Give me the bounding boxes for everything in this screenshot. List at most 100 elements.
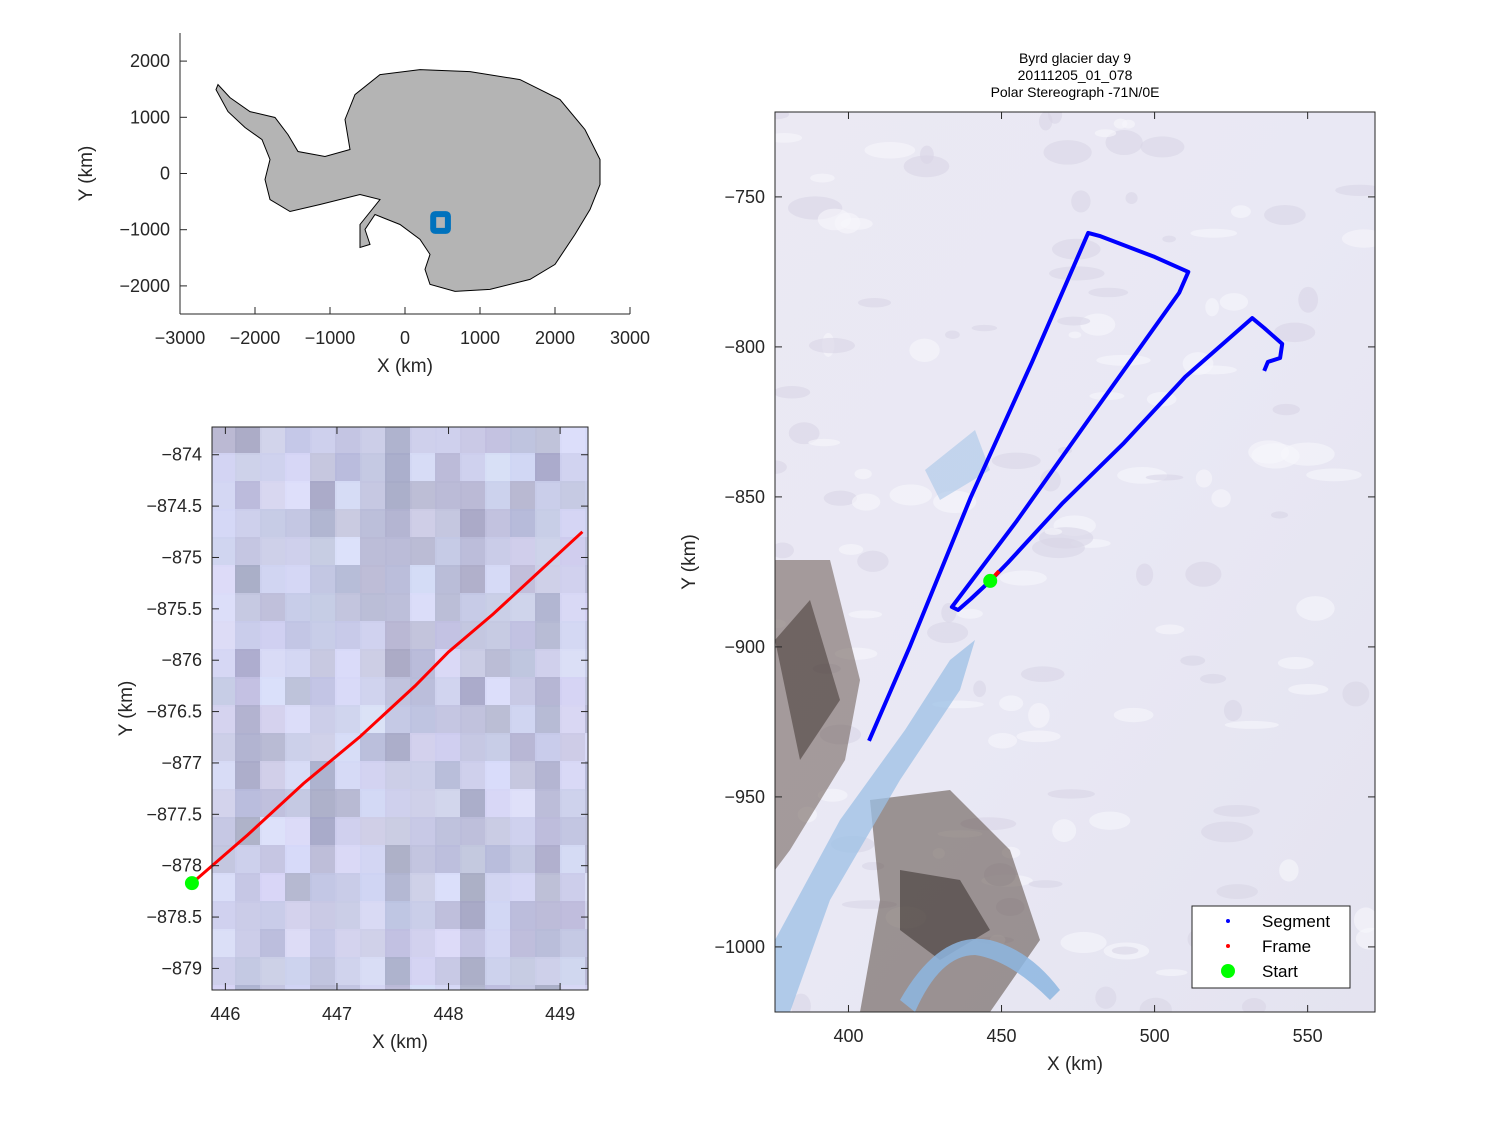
imagery-tile	[585, 593, 588, 623]
imagery-tile	[212, 817, 237, 847]
imagery-tile	[485, 733, 512, 763]
imagery-tile	[360, 621, 387, 651]
snow-texture	[1162, 235, 1176, 243]
imagery-tile	[535, 901, 562, 931]
imagery-tile	[560, 985, 587, 990]
imagery-tile	[535, 509, 562, 539]
snow-texture	[1088, 287, 1129, 298]
imagery-tile	[285, 845, 312, 875]
imagery-tile	[510, 929, 537, 959]
glacier-flow	[775, 640, 975, 1012]
imagery-tile	[560, 845, 587, 875]
imagery-tile	[235, 901, 262, 931]
snow-texture	[1080, 313, 1116, 336]
imagery-tile	[385, 873, 412, 903]
imagery-tile	[260, 453, 287, 483]
snow-texture	[775, 112, 790, 120]
snow-texture	[1096, 354, 1151, 366]
imagery-tile	[360, 929, 387, 959]
antarctica-landmass	[215, 69, 601, 292]
imagery-tile	[285, 509, 312, 539]
snow-texture	[1057, 316, 1091, 326]
imagery-tile	[360, 427, 387, 455]
imagery-tile	[410, 453, 437, 483]
imagery-tile	[285, 929, 312, 959]
imagery-tile	[535, 957, 562, 987]
imagery-tile	[385, 929, 412, 959]
imagery-tile	[235, 789, 262, 819]
imagery-tile	[460, 427, 487, 455]
snow-texture	[971, 324, 998, 332]
imagery-tile	[260, 649, 287, 679]
imagery-tile	[385, 957, 412, 987]
imagery-tile	[510, 845, 537, 875]
imagery-tile	[235, 985, 262, 990]
snow-texture	[903, 155, 950, 178]
imagery-tile	[285, 677, 312, 707]
x-tick-label: 449	[545, 1004, 575, 1024]
imagery-tile	[460, 957, 487, 987]
imagery-tile	[260, 537, 287, 567]
imagery-tile	[335, 817, 362, 847]
y-tick-label: −1000	[714, 937, 765, 957]
imagery-tile	[285, 537, 312, 567]
imagery-tile	[560, 453, 587, 483]
snow-texture	[1105, 130, 1143, 156]
imagery-tile	[585, 621, 588, 651]
snow-texture	[1190, 228, 1238, 238]
overview-map-axes: −3000 −2000 −1000 0 1000 2000 3000 −2000 −1000 0 1…	[76, 33, 650, 377]
imagery-tile	[460, 481, 487, 511]
snow-texture	[1248, 440, 1290, 464]
snow-texture	[1040, 469, 1061, 492]
imagery-tile	[212, 565, 237, 595]
imagery-tile	[485, 649, 512, 679]
imagery-tile	[385, 845, 412, 875]
imagery-tile	[485, 481, 512, 511]
imagery-tile	[535, 929, 562, 959]
imagery-tile	[510, 593, 537, 623]
imagery-tile	[212, 761, 237, 791]
imagery-tile	[285, 761, 312, 791]
imagery-tile	[335, 621, 362, 651]
snow-texture	[1272, 403, 1300, 416]
imagery-tile	[560, 565, 587, 595]
imagery-tile	[460, 509, 487, 539]
snow-texture	[1288, 683, 1329, 695]
imagery-tile	[560, 621, 587, 651]
imagery-tile	[460, 845, 487, 875]
imagery-tile	[435, 565, 462, 595]
x-axis-label: X (km)	[377, 356, 433, 377]
imagery-tile	[585, 677, 588, 707]
imagery-tile	[410, 761, 437, 791]
imagery-tile	[535, 565, 562, 595]
imagery-tile	[285, 957, 312, 987]
snow-texture	[1052, 819, 1077, 843]
imagery-tile	[510, 761, 537, 791]
snow-texture	[945, 330, 960, 340]
imagery-tile	[360, 901, 387, 931]
imagery-tile	[285, 565, 312, 595]
snow-texture	[1216, 884, 1258, 900]
y-tick-label: 1000	[130, 107, 170, 127]
snow-texture	[1219, 293, 1249, 311]
imagery-tile	[335, 593, 362, 623]
imagery-tile	[510, 427, 537, 455]
imagery-tile	[585, 901, 588, 931]
snow-texture	[1094, 129, 1117, 138]
imagery-tile	[460, 705, 487, 735]
imagery-tile	[410, 481, 437, 511]
imagery-tile	[510, 677, 537, 707]
x-tick-label: −1000	[305, 328, 356, 348]
imagery-tile	[360, 677, 387, 707]
imagery-tile	[410, 565, 437, 595]
y-axis-label: Y (km)	[116, 681, 137, 737]
imagery-tile	[235, 677, 262, 707]
imagery-tile	[260, 901, 287, 931]
imagery-tile	[435, 705, 462, 735]
snow-texture	[791, 993, 811, 1012]
imagery-tile	[410, 733, 437, 763]
imagery-tile	[585, 929, 588, 959]
legend-label: Segment	[1262, 912, 1330, 931]
snow-texture	[1016, 730, 1061, 743]
imagery-tile	[310, 985, 337, 990]
